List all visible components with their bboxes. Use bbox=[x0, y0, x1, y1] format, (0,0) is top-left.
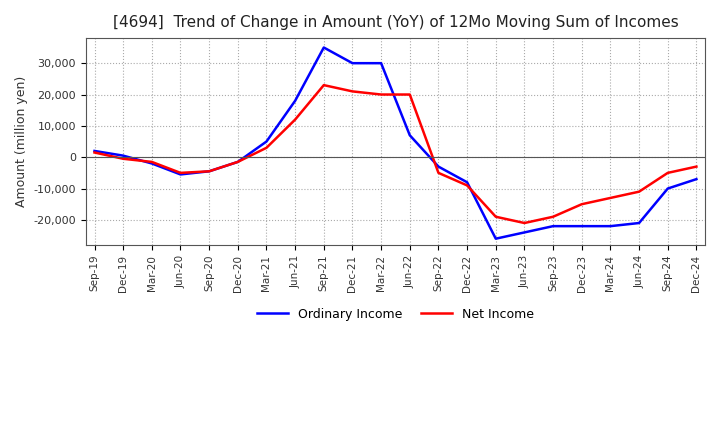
Net Income bbox=[635, 189, 644, 194]
Ordinary Income bbox=[90, 148, 99, 154]
Ordinary Income bbox=[692, 176, 701, 182]
Ordinary Income bbox=[119, 153, 127, 158]
Ordinary Income bbox=[148, 161, 156, 166]
Line: Ordinary Income: Ordinary Income bbox=[94, 48, 696, 238]
Ordinary Income bbox=[434, 164, 443, 169]
Ordinary Income bbox=[663, 186, 672, 191]
Net Income bbox=[549, 214, 557, 220]
Net Income bbox=[204, 169, 213, 174]
Ordinary Income bbox=[204, 169, 213, 174]
Title: [4694]  Trend of Change in Amount (YoY) of 12Mo Moving Sum of Incomes: [4694] Trend of Change in Amount (YoY) o… bbox=[112, 15, 678, 30]
Net Income bbox=[148, 159, 156, 165]
Net Income bbox=[463, 183, 472, 188]
Ordinary Income bbox=[606, 224, 615, 229]
Net Income bbox=[520, 220, 528, 226]
Net Income bbox=[176, 170, 185, 176]
Ordinary Income bbox=[492, 236, 500, 241]
Net Income bbox=[577, 202, 586, 207]
Ordinary Income bbox=[577, 224, 586, 229]
Net Income bbox=[291, 117, 300, 122]
Legend: Ordinary Income, Net Income: Ordinary Income, Net Income bbox=[251, 303, 539, 326]
Net Income bbox=[692, 164, 701, 169]
Ordinary Income bbox=[233, 159, 242, 165]
Ordinary Income bbox=[348, 61, 357, 66]
Ordinary Income bbox=[176, 172, 185, 177]
Net Income bbox=[663, 170, 672, 176]
Ordinary Income bbox=[262, 139, 271, 144]
Net Income bbox=[90, 150, 99, 155]
Net Income bbox=[434, 170, 443, 176]
Ordinary Income bbox=[635, 220, 644, 226]
Ordinary Income bbox=[463, 180, 472, 185]
Net Income bbox=[119, 156, 127, 161]
Net Income bbox=[348, 89, 357, 94]
Ordinary Income bbox=[320, 45, 328, 50]
Line: Net Income: Net Income bbox=[94, 85, 696, 223]
Net Income bbox=[262, 145, 271, 150]
Ordinary Income bbox=[291, 98, 300, 103]
Net Income bbox=[320, 82, 328, 88]
Ordinary Income bbox=[549, 224, 557, 229]
Net Income bbox=[405, 92, 414, 97]
Net Income bbox=[492, 214, 500, 220]
Ordinary Income bbox=[377, 61, 385, 66]
Ordinary Income bbox=[405, 132, 414, 138]
Net Income bbox=[606, 195, 615, 201]
Y-axis label: Amount (million yen): Amount (million yen) bbox=[15, 76, 28, 207]
Net Income bbox=[233, 159, 242, 165]
Ordinary Income bbox=[520, 230, 528, 235]
Net Income bbox=[377, 92, 385, 97]
